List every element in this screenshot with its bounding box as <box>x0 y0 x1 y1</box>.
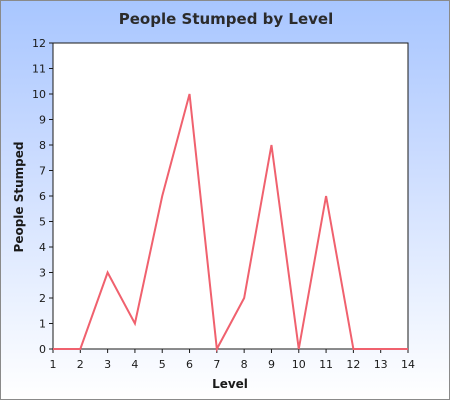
x-tick-label: 5 <box>159 358 166 371</box>
y-tick-label: 7 <box>39 165 46 178</box>
y-axis-title: People Stumped <box>12 142 26 253</box>
series-layer <box>53 93 408 353</box>
y-tick-label: 8 <box>39 139 46 152</box>
x-tick-label: 13 <box>374 358 388 371</box>
y-tick-label: 12 <box>32 37 46 50</box>
y-tick-label: 10 <box>32 88 46 101</box>
x-tick-label: 8 <box>241 358 248 371</box>
y-tick-label: 6 <box>39 190 46 203</box>
y-tick-label: 11 <box>32 63 46 76</box>
x-tick-label: 10 <box>292 358 306 371</box>
x-tick-label: 2 <box>77 358 84 371</box>
x-axis-title: Level <box>212 377 248 391</box>
y-tick-label: 3 <box>39 267 46 280</box>
y-tick-label: 0 <box>39 343 46 356</box>
chart-title: People Stumped by Level <box>119 10 333 28</box>
x-tick-label: 7 <box>213 358 220 371</box>
plot-area <box>52 42 409 350</box>
y-tick-label: 5 <box>39 216 46 229</box>
x-tick-label: 14 <box>401 358 415 371</box>
x-tick-label: 4 <box>131 358 138 371</box>
y-tick-label: 1 <box>39 318 46 331</box>
x-tick-label: 11 <box>319 358 333 371</box>
x-tick-label: 1 <box>50 358 57 371</box>
x-tick-label: 12 <box>346 358 360 371</box>
y-tick-label: 9 <box>39 114 46 127</box>
series-line <box>53 93 408 353</box>
y-tick-label: 4 <box>39 241 46 254</box>
x-tick-label: 3 <box>104 358 111 371</box>
x-axis: 1 2 3 4 5 6 7 8 9 10 11 12 13 14 <box>50 349 415 371</box>
y-tick-label: 2 <box>39 292 46 305</box>
x-tick-label: 9 <box>268 358 275 371</box>
x-tick-label: 6 <box>186 358 193 371</box>
